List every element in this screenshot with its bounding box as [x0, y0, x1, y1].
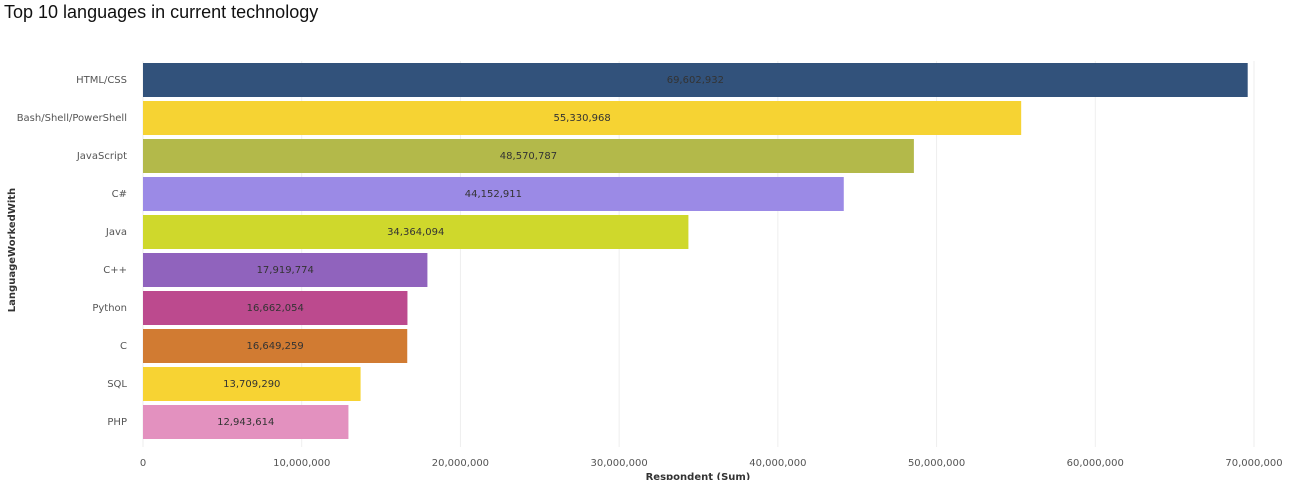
y-tick-label: Python: [92, 303, 127, 314]
y-tick-label: PHP: [107, 417, 127, 428]
bar: [143, 177, 844, 211]
value-label: 13,709,290: [223, 379, 280, 390]
y-tick-label: Java: [105, 227, 127, 238]
value-label: 69,602,932: [667, 75, 724, 86]
value-label: 44,152,911: [465, 189, 522, 200]
bar: [143, 291, 408, 325]
value-label: 17,919,774: [257, 265, 314, 276]
y-tick-label: C#: [112, 189, 127, 200]
bar: [143, 215, 689, 249]
y-tick-label: JavaScript: [76, 151, 127, 162]
value-label: 16,649,259: [246, 341, 303, 352]
value-label: 34,364,094: [387, 227, 444, 238]
bar: [143, 405, 349, 439]
bar: [143, 367, 361, 401]
bar: [143, 101, 1022, 135]
value-label: 48,570,787: [500, 151, 557, 162]
value-label: 12,943,614: [217, 417, 274, 428]
x-axis-title: Respondent (Sum): [646, 472, 751, 480]
chart-title: Top 10 languages in current technology: [4, 2, 318, 22]
y-tick-label: Bash/Shell/PowerShell: [17, 113, 127, 124]
x-tick-label: 70,000,000: [1225, 458, 1282, 469]
y-axis-title: LanguageWorkedWith: [7, 188, 18, 312]
bar: [143, 63, 1248, 97]
x-tick-label: 10,000,000: [273, 458, 330, 469]
x-tick-label: 40,000,000: [749, 458, 806, 469]
bar: [143, 139, 914, 173]
y-tick-label: HTML/CSS: [76, 75, 127, 86]
x-tick-label: 0: [140, 458, 146, 469]
y-tick-label: C: [120, 341, 127, 352]
y-tick-label: C++: [103, 265, 127, 276]
y-tick-label: SQL: [107, 379, 127, 390]
bar: [143, 329, 408, 363]
value-label: 55,330,968: [553, 113, 610, 124]
x-tick-label: 30,000,000: [591, 458, 648, 469]
bar: [143, 253, 428, 287]
x-tick-label: 50,000,000: [908, 458, 965, 469]
value-label: 16,662,054: [247, 303, 304, 314]
x-tick-label: 20,000,000: [432, 458, 489, 469]
x-tick-label: 60,000,000: [1067, 458, 1124, 469]
